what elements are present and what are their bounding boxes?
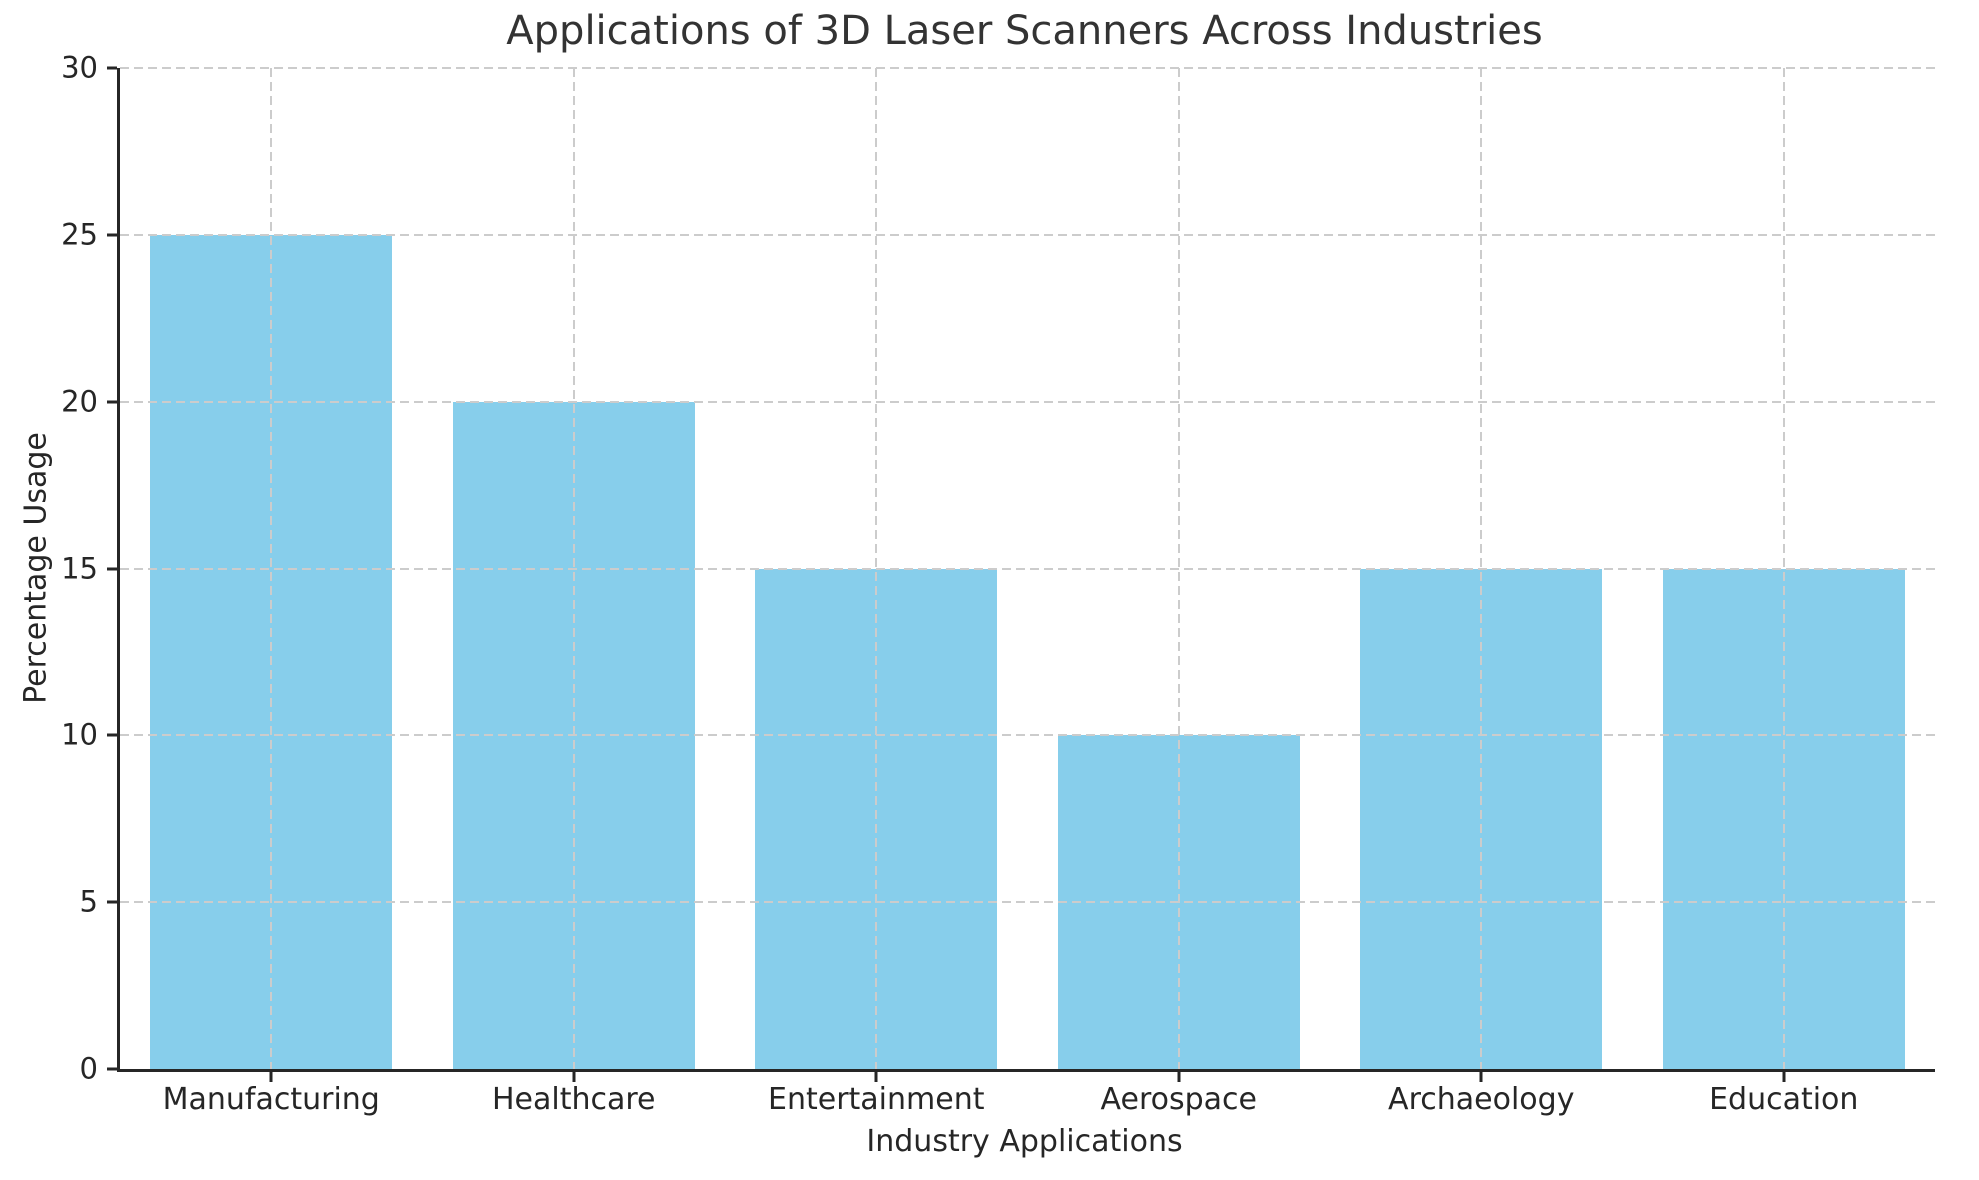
x-tick-label: Archaeology [1388,1082,1575,1117]
gridline-horizontal [120,67,1935,69]
x-tick-mark [1782,1072,1786,1082]
x-tick-mark [1479,1072,1483,1082]
y-tick-mark [107,1067,117,1071]
y-tick-mark [107,400,117,404]
x-tick-mark [874,1072,878,1082]
y-tick-mark [107,733,117,737]
y-tick-mark [107,567,117,570]
y-tick-label: 30 [61,50,98,85]
y-tick-mark [107,233,117,237]
x-axis-label: Industry Applications [866,1124,1183,1159]
plot-area: Manufacturing Healthcare Entertainment Aero… [61,53,1935,1115]
y-tick-label: 25 [61,217,98,252]
y-tick-label: 5 [79,884,98,919]
x-tick-label: Aerospace [1100,1082,1258,1117]
bar-healthcare [452,401,695,1069]
bar-aerospace [1057,735,1300,1069]
x-tick-label: Healthcare [491,1082,656,1117]
chart-title: Applications of 3D Laser Scanners Across… [506,8,1543,54]
gridline-horizontal [120,233,1935,236]
x-tick-label: Manufacturing [162,1082,380,1117]
bar-entertainment [755,568,998,1069]
y-tick-label: 20 [61,384,98,419]
y-tick-label: 15 [61,551,98,585]
bar-education [1662,568,1905,1069]
x-tick-mark [269,1072,273,1082]
x-tick-mark [572,1072,576,1082]
y-tick-mark [107,900,117,904]
y-tick-label: 0 [79,1051,98,1086]
x-tick-mark [1177,1072,1181,1082]
y-tick-label: 10 [61,717,98,752]
bar-archaeology [1360,568,1603,1069]
gridline-horizontal [120,400,1935,403]
bar-manufacturing [150,234,393,1069]
y-tick-mark [107,66,117,70]
x-tick-label: Education [1709,1082,1859,1117]
y-axis-label: Percentage Usage [18,432,54,704]
x-tick-label: Entertainment [768,1082,985,1117]
